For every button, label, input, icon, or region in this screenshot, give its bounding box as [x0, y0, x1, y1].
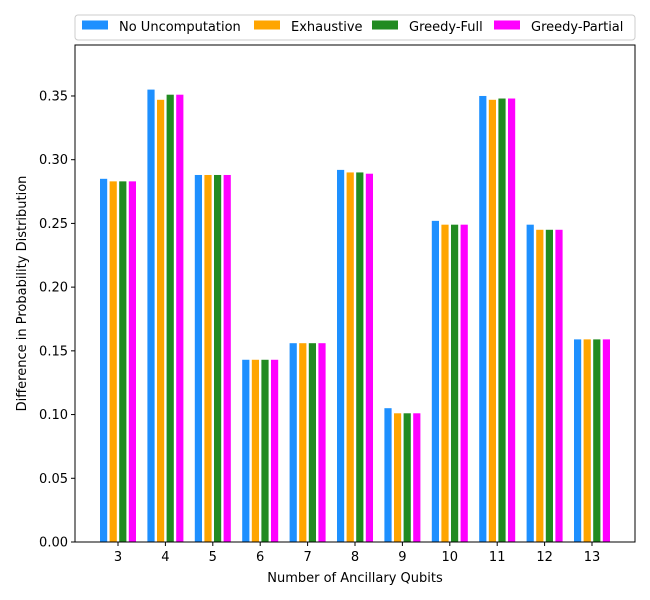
bar: [583, 339, 591, 542]
x-axis: 3 4 5 6 7 8 9 10 11 12 13: [114, 542, 600, 565]
bar: [337, 169, 345, 542]
legend: No Uncomputation Exhaustive Greedy-Full Gre…: [74, 14, 636, 41]
x-tick-label: 13: [584, 550, 601, 565]
legend-swatch: [82, 20, 108, 30]
x-tick-label: 10: [442, 550, 459, 565]
x-tick-label: 3: [114, 550, 122, 565]
bar: [394, 413, 402, 542]
bar: [194, 174, 202, 543]
bar: [251, 359, 259, 542]
bar: [109, 181, 117, 543]
bar: [602, 339, 610, 542]
bar: [119, 181, 127, 543]
x-tick-label: 11: [489, 550, 506, 565]
bar: [488, 99, 496, 543]
bars-group: [100, 89, 610, 543]
bar: [166, 94, 174, 542]
bar: [128, 181, 136, 543]
y-tick-label: 0.20: [39, 281, 68, 296]
bar: [147, 89, 155, 542]
bar: [460, 224, 468, 542]
x-tick-label: 8: [351, 550, 359, 565]
x-tick-label: 12: [536, 550, 553, 565]
bar: [593, 339, 601, 542]
bar: [413, 413, 421, 542]
bar: [498, 98, 506, 543]
bar: [242, 359, 250, 542]
y-axis-label: Difference in Probability Distribution: [15, 176, 30, 412]
bar: [365, 173, 373, 542]
legend-label: No Uncomputation: [119, 20, 241, 35]
y-tick-label: 0.10: [39, 408, 68, 423]
x-tick-label: 7: [303, 550, 311, 565]
bar: [356, 172, 364, 542]
bar: [308, 343, 316, 542]
x-tick-label: 5: [209, 550, 217, 565]
y-tick-label: 0.25: [39, 217, 68, 232]
bar: [555, 229, 563, 542]
bar: [204, 174, 212, 543]
legend-swatch: [254, 20, 280, 30]
y-axis: 0.00 0.05 0.10 0.15 0.20 0.25 0.30 0.35: [39, 89, 75, 551]
bar: [100, 178, 108, 542]
y-tick-label: 0.00: [39, 536, 68, 551]
x-tick-label: 4: [161, 550, 169, 565]
bar: [403, 413, 411, 542]
bar: [176, 94, 184, 542]
x-tick-label: 6: [256, 550, 264, 565]
y-tick-label: 0.15: [39, 344, 68, 359]
bar: [289, 343, 297, 542]
bar: [346, 172, 354, 542]
bar: [431, 220, 439, 543]
bar: [441, 224, 449, 542]
legend-swatch: [372, 20, 398, 30]
y-tick-label: 0.35: [39, 89, 68, 104]
legend-label: Greedy-Full: [409, 20, 483, 35]
legend-swatch: [494, 20, 520, 30]
bar: [384, 408, 392, 542]
bar: [299, 343, 307, 542]
legend-label: Exhaustive: [291, 20, 363, 35]
bar: [526, 224, 534, 542]
bar: [157, 99, 165, 543]
x-tick-label: 9: [398, 550, 406, 565]
bar: [318, 343, 326, 542]
bar: [451, 224, 459, 542]
bar: [545, 229, 553, 542]
y-tick-label: 0.30: [39, 153, 68, 168]
bar: [271, 359, 279, 542]
bar: [536, 229, 544, 542]
bar: [479, 95, 487, 542]
bar: [261, 359, 269, 542]
bar: [574, 339, 582, 542]
bar: [214, 174, 222, 543]
x-axis-label: Number of Ancillary Qubits: [267, 571, 443, 586]
bar: [223, 174, 231, 543]
y-tick-label: 0.05: [39, 472, 68, 487]
legend-label: Greedy-Partial: [531, 20, 623, 35]
bar: [508, 98, 516, 543]
